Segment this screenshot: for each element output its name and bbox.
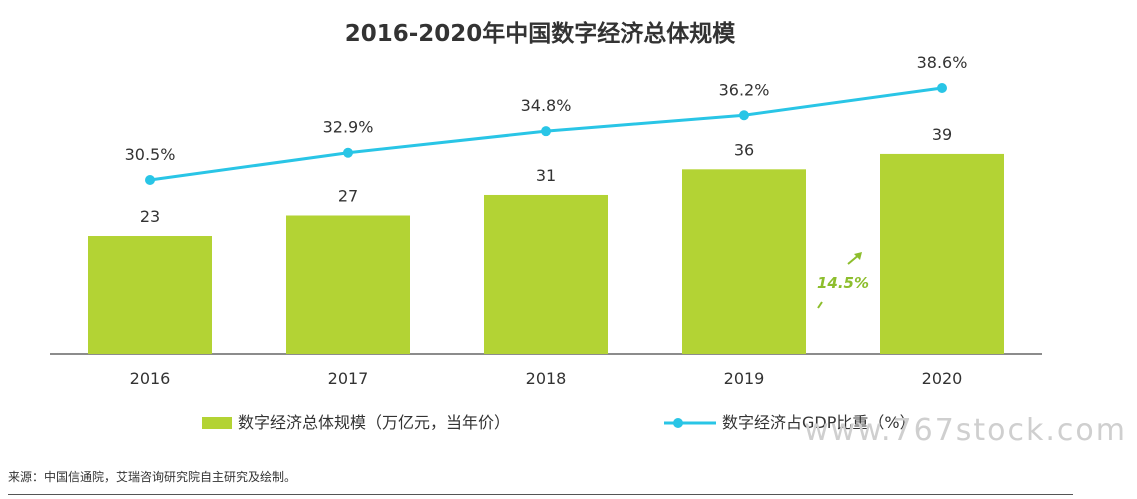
bar-2017 bbox=[286, 215, 410, 354]
ticks-layer: 2016 2017 2018 2019 2020 bbox=[130, 369, 963, 388]
bar-label-2020: 39 bbox=[932, 125, 952, 144]
line-label-2019: 36.2% bbox=[719, 80, 770, 99]
line-point-2019 bbox=[739, 110, 749, 121]
bar-label-2017: 27 bbox=[338, 186, 358, 205]
legend-line-label: 数字经济占GDP比重（%） bbox=[722, 413, 916, 432]
line-label-2018: 34.8% bbox=[521, 96, 572, 115]
bar-label-2018: 31 bbox=[536, 166, 556, 185]
growth-annotation: 14.5% bbox=[817, 274, 869, 292]
bar-2019 bbox=[682, 169, 806, 354]
bar-label-2019: 36 bbox=[734, 140, 754, 159]
x-tick-2019: 2019 bbox=[724, 369, 765, 388]
bar-2016 bbox=[88, 236, 212, 354]
line-point-2018 bbox=[541, 126, 551, 137]
annotation-layer: 14.5% bbox=[817, 252, 869, 309]
bar-2020 bbox=[880, 153, 1004, 354]
source-note: 来源：中国信通院，艾瑞咨询研究院自主研究及绘制。 bbox=[8, 470, 297, 484]
x-tick-2017: 2017 bbox=[328, 369, 369, 388]
growth-arrow-tail bbox=[817, 301, 823, 309]
chart-title: 2016-2020年中国数字经济总体规模 bbox=[344, 21, 736, 47]
line-point-2017 bbox=[343, 147, 353, 158]
line-label-2017: 32.9% bbox=[323, 118, 374, 137]
watermark: www.767stock.com bbox=[804, 413, 1127, 448]
line-layer: 30.5% 32.9% 34.8% 36.2% 38.6% bbox=[125, 53, 968, 185]
legend-line-swatch bbox=[664, 418, 716, 428]
line-label-2020: 38.6% bbox=[917, 53, 968, 72]
legend-bar-label: 数字经济总体规模（万亿元，当年价） bbox=[238, 413, 511, 432]
x-tick-2020: 2020 bbox=[922, 369, 963, 388]
line-point-2016 bbox=[145, 175, 155, 185]
bar-label-2016: 23 bbox=[140, 207, 160, 226]
legend-bar-swatch bbox=[202, 417, 232, 429]
bottom-rule bbox=[8, 494, 1073, 495]
bar-2018 bbox=[484, 194, 608, 354]
bars-layer: 23 27 31 36 39 bbox=[88, 125, 1004, 354]
growth-arrow-head bbox=[854, 252, 862, 260]
x-tick-2016: 2016 bbox=[130, 369, 171, 388]
x-tick-2018: 2018 bbox=[526, 369, 567, 388]
line-point-2020 bbox=[937, 83, 947, 93]
line-label-2016: 30.5% bbox=[125, 145, 176, 164]
